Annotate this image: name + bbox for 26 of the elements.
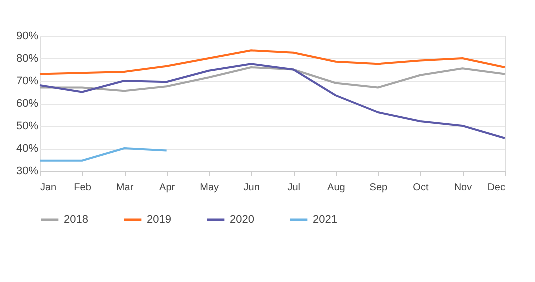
- line-series: [39, 66, 506, 92]
- legend-label: 2018: [64, 214, 88, 226]
- x-tick-label: Nov: [454, 182, 472, 194]
- y-tick-label: 80%: [16, 53, 39, 65]
- x-tick-label: Dec: [488, 182, 506, 194]
- x-tick-label: Apr: [160, 182, 176, 194]
- legend-label: 2021: [313, 214, 338, 226]
- x-tick-label: Feb: [74, 182, 92, 194]
- legend-label: 2020: [230, 214, 254, 226]
- x-tick-label: Oct: [413, 182, 429, 194]
- y-tick-label: 40%: [16, 143, 39, 155]
- line-series: [39, 63, 506, 140]
- y-tick-label: 70%: [16, 76, 39, 88]
- x-tick-label: May: [200, 182, 220, 194]
- legend-label: 2019: [147, 214, 172, 226]
- y-tick-label: 30%: [16, 166, 39, 178]
- line-series: [39, 50, 506, 76]
- y-tick-label: 50%: [16, 120, 39, 132]
- x-tick-label: Mar: [116, 182, 134, 194]
- x-tick-label: Aug: [328, 182, 346, 194]
- x-tick-label: Jan: [40, 182, 57, 194]
- x-tick-label: Jul: [288, 182, 301, 194]
- y-tick-label: 60%: [16, 98, 39, 110]
- x-tick-label: Sep: [370, 182, 388, 194]
- y-tick-label: 90%: [16, 30, 39, 42]
- x-tick-label: Jun: [244, 182, 260, 194]
